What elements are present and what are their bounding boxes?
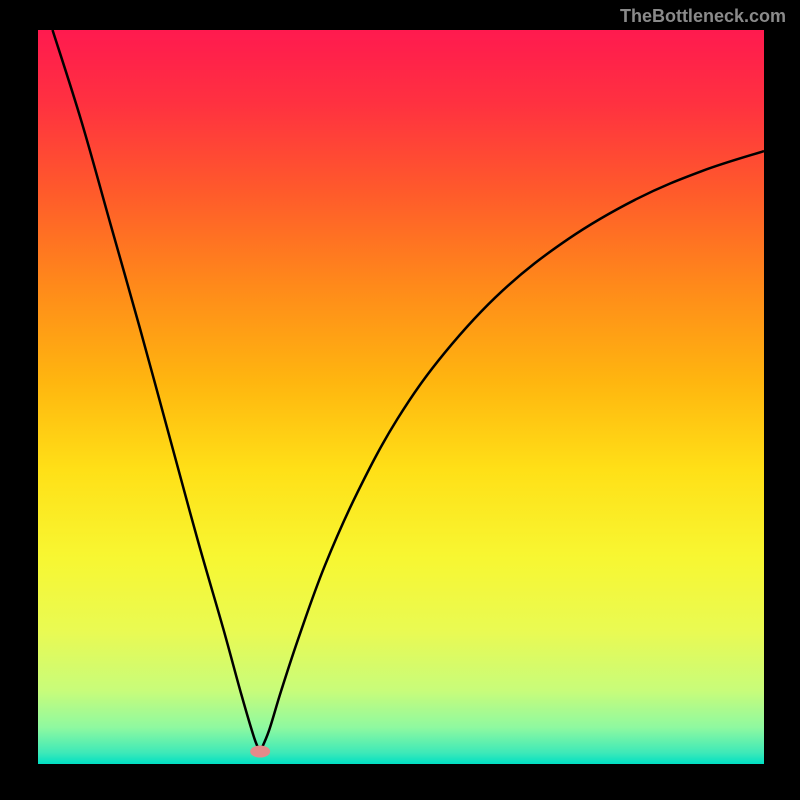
vertex-marker (250, 746, 270, 758)
gradient-background (38, 30, 764, 764)
watermark-text: TheBottleneck.com (620, 6, 786, 27)
bottleneck-chart (0, 0, 800, 800)
figure-container: TheBottleneck.com (0, 0, 800, 800)
